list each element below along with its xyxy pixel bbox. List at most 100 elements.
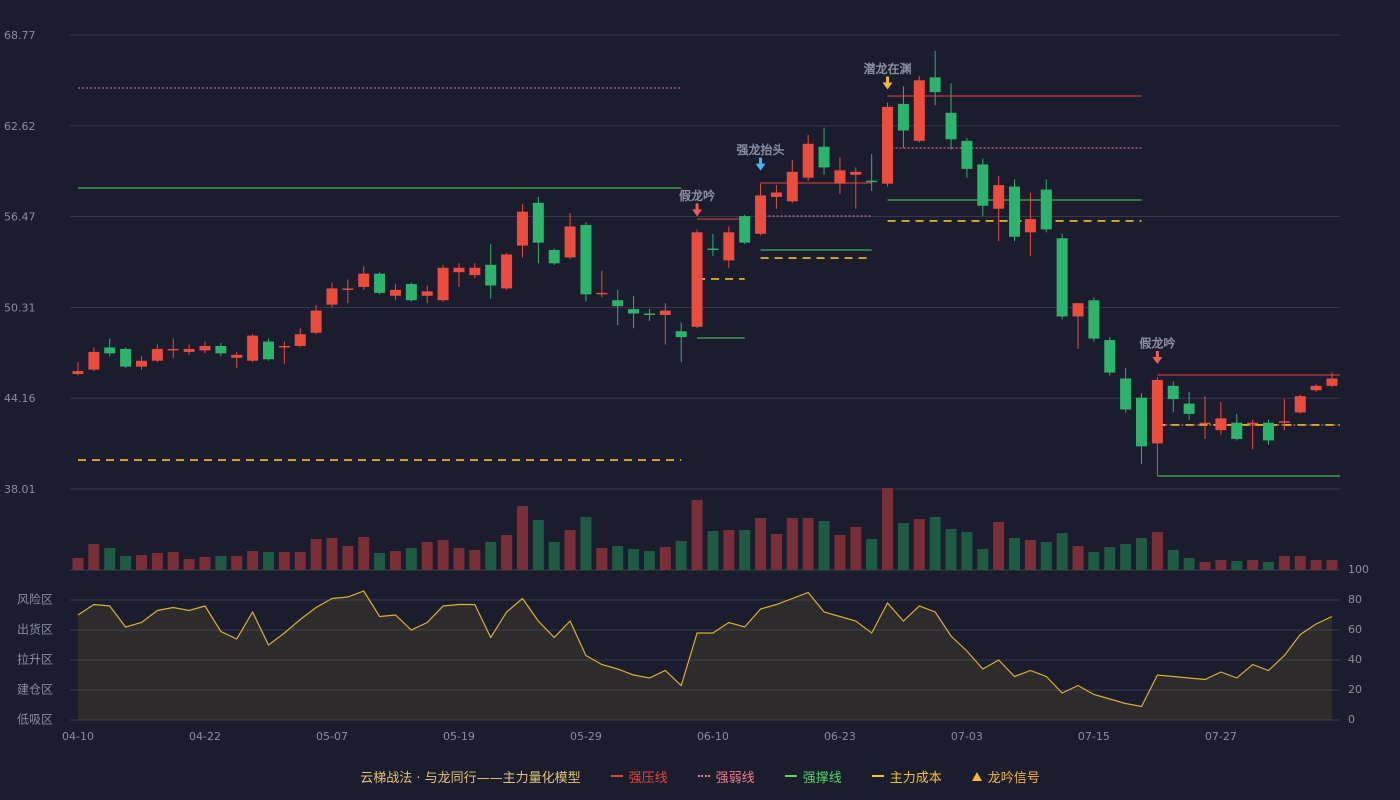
candle-body	[628, 309, 640, 314]
y-tick-label: 50.31	[4, 301, 36, 314]
candle-body	[882, 106, 894, 184]
volume-bar	[1263, 562, 1275, 570]
y-tick-label: 40	[1348, 653, 1362, 666]
volume-bar	[1247, 560, 1259, 570]
zone-label: 风险区	[17, 592, 53, 607]
y-tick-label: 0	[1348, 713, 1355, 726]
y-tick-label: 68.77	[4, 29, 36, 42]
candle-body	[135, 360, 147, 367]
volume-bar	[818, 521, 830, 570]
candle-body	[88, 351, 100, 370]
volume-bar	[199, 557, 211, 570]
legend-item: 强撑线	[784, 767, 842, 786]
y-tick-label: 62.62	[4, 120, 36, 133]
candle-body	[342, 288, 354, 290]
candle-body	[993, 185, 1005, 209]
y-tick-label: 56.47	[4, 211, 36, 224]
signal-label: 潜龙在渊	[864, 61, 912, 76]
candle-body	[1199, 422, 1211, 425]
zone-label: 拉升区	[17, 652, 53, 667]
legend-label: 强压线	[628, 770, 668, 786]
volume-bar	[120, 556, 132, 570]
legend-item: 主力成本	[871, 767, 942, 786]
volume-bar	[850, 527, 862, 570]
volume-bar	[612, 546, 624, 570]
candle-body	[723, 232, 735, 261]
volume-bar	[151, 553, 163, 570]
volume-bar	[532, 520, 544, 570]
volume-bar	[1136, 538, 1148, 570]
volume-bar	[1231, 561, 1243, 570]
candle-body	[469, 267, 481, 276]
volume-bar	[72, 558, 84, 570]
legend-label: 强弱线	[715, 770, 755, 786]
candle-body	[802, 143, 814, 178]
volume-bar	[1088, 552, 1100, 570]
candle-body	[596, 292, 608, 295]
x-tick-label: 04-22	[189, 730, 221, 743]
x-tick-label: 07-15	[1078, 730, 1110, 743]
candle-body	[755, 195, 767, 234]
volume-bar	[643, 551, 655, 570]
candle-body	[1310, 385, 1322, 391]
volume-bar	[453, 548, 465, 570]
candle-body	[389, 289, 401, 296]
volume-bar	[659, 547, 671, 570]
candle-body	[675, 331, 687, 338]
candle-body	[421, 291, 433, 296]
x-tick-label: 04-10	[62, 730, 94, 743]
candle-body	[691, 232, 703, 327]
y-tick-label: 100	[1348, 563, 1369, 576]
volume-bar	[834, 535, 846, 570]
candle-body	[818, 146, 830, 168]
volume-bar	[596, 548, 608, 570]
volume-bar	[580, 517, 592, 570]
volume-bar	[929, 517, 941, 570]
candle-body	[167, 348, 179, 351]
volume-bar	[183, 559, 195, 570]
volume-bar	[1278, 556, 1290, 570]
volume-bar	[897, 523, 909, 570]
signal-arrow	[692, 203, 703, 217]
legend-swatch	[610, 775, 623, 777]
candle-body	[358, 273, 370, 287]
signal-label: 强龙抬头	[737, 142, 785, 157]
candle-body	[294, 334, 306, 346]
volume-bar	[326, 538, 338, 570]
candle-body	[564, 226, 576, 258]
volume-bar	[1183, 558, 1195, 570]
volume-bar	[770, 534, 782, 570]
volume-bar	[88, 544, 100, 570]
signal-arrow	[755, 157, 766, 171]
x-tick-label: 06-23	[824, 730, 856, 743]
candle-body	[516, 211, 528, 246]
candle-body	[1167, 385, 1179, 400]
candle-body	[1294, 396, 1306, 413]
candle-body	[151, 348, 163, 361]
volume-bar	[1326, 560, 1338, 570]
y-tick-label: 38.01	[4, 483, 36, 496]
y-tick-label: 60	[1348, 623, 1362, 636]
candle-body	[326, 288, 338, 305]
candle-body	[786, 171, 798, 202]
volume-bar	[389, 551, 401, 570]
volume-bar	[548, 542, 560, 570]
legend-title: 云梯战法 · 与龙同行——主力量化模型	[360, 770, 581, 786]
candle-body	[247, 335, 259, 361]
candle-body	[1088, 300, 1100, 339]
volume-bar	[945, 529, 957, 570]
volume-bar	[802, 518, 814, 570]
zone-label: 出货区	[17, 622, 53, 637]
volume-bar	[1199, 562, 1211, 570]
candle-body	[770, 192, 782, 197]
candle-body	[532, 202, 544, 243]
candle-body	[215, 345, 227, 354]
volume-bar	[374, 553, 386, 570]
volume-bar	[993, 522, 1005, 570]
candle-body	[405, 283, 417, 301]
candle-body	[310, 310, 322, 333]
volume-bar	[1151, 532, 1163, 570]
volume-bar	[882, 488, 894, 570]
volume-bar	[421, 542, 433, 570]
candle-body	[961, 140, 973, 169]
